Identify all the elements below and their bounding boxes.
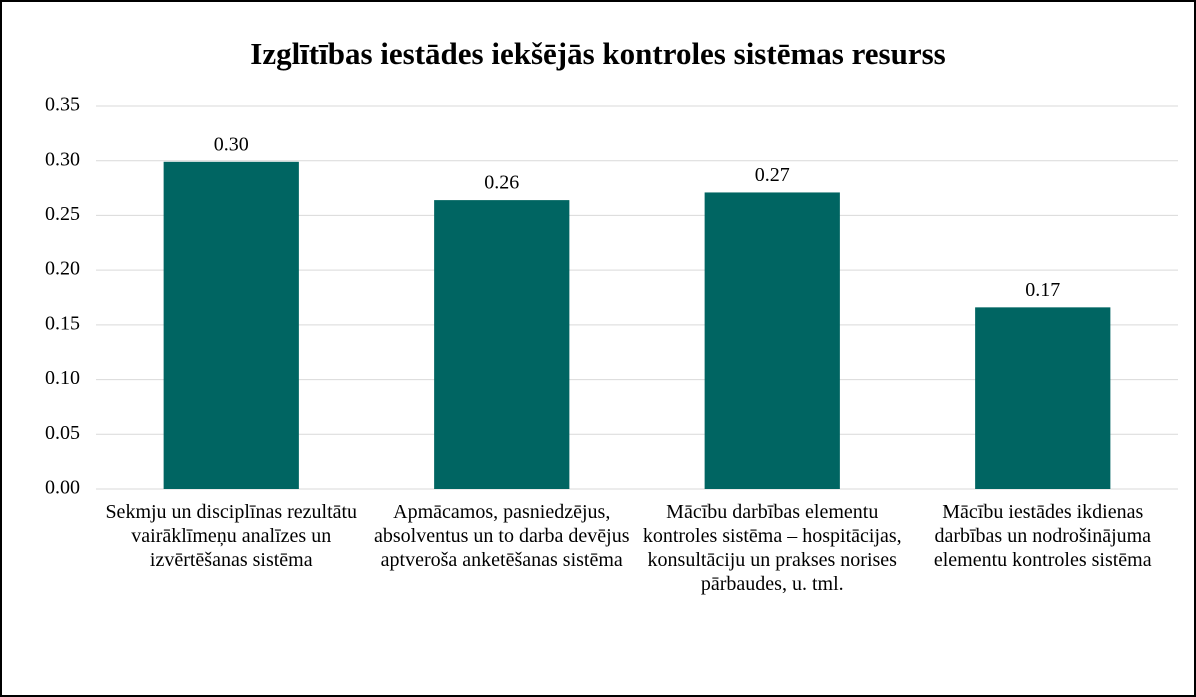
y-tick-label: 0.05: [45, 422, 80, 444]
y-tick-label: 0.20: [45, 258, 80, 280]
bar: [704, 192, 840, 489]
y-tick-label: 0.35: [45, 94, 80, 116]
x-tick-label: Mācību iestādes ikdienas darbības un nod…: [933, 501, 1152, 571]
y-tick-label: 0.25: [45, 203, 80, 225]
data-label: 0.26: [484, 172, 519, 194]
bar: [163, 161, 299, 489]
data-label: 0.30: [214, 133, 249, 155]
data-label: 0.17: [1025, 279, 1060, 301]
x-tick-label: Sekmju un disciplīnas rezultātu vairāklī…: [105, 501, 358, 571]
bar: [975, 307, 1111, 489]
y-tick-label: 0.00: [45, 477, 80, 499]
y-tick-label: 0.30: [45, 148, 80, 170]
chart-title: Izglītības iestādes iekšējās kontroles s…: [250, 36, 946, 71]
y-tick-label: 0.10: [45, 367, 80, 389]
bar: [434, 200, 570, 489]
x-tick-label: Apmācamos, pasniedzējus, absolventus un …: [374, 501, 630, 571]
y-tick-label: 0.15: [45, 312, 80, 334]
data-label: 0.27: [755, 164, 790, 186]
x-tick-label: Mācību darbības elementu kontroles sistē…: [642, 501, 902, 595]
